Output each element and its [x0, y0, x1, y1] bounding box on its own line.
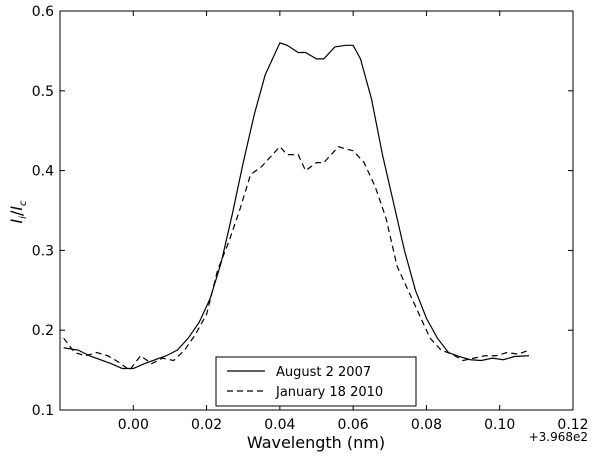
y-label-sub-2: c [18, 200, 29, 206]
y-tick-label: 0.6 [32, 4, 54, 20]
y-tick-label: 0.1 [32, 403, 54, 419]
legend-entry-january-18-2010: January 18 2010 [275, 385, 383, 400]
x-offset-label: +3.968e2 [529, 430, 588, 444]
x-tick-label: 0.04 [264, 417, 295, 433]
x-tick-label: 0.10 [484, 417, 515, 433]
y-tick-label: 0.4 [32, 164, 54, 180]
x-tick-label: 0.02 [191, 417, 222, 433]
series-line-august-2-2007 [63, 42, 530, 370]
series-line-january-18-2010 [63, 145, 530, 371]
y-label-slash: / [7, 210, 26, 216]
y-tick-label: 0.2 [32, 323, 54, 339]
x-tick-label: 0.08 [411, 417, 442, 433]
y-tick-label: 0.5 [32, 84, 54, 100]
series-layer [63, 42, 530, 371]
svg-text:Ii/Ic: Ii/Ic [7, 200, 29, 224]
x-tick-label: 0.00 [118, 417, 149, 433]
y-axis-label: Ii/Ic [7, 200, 29, 224]
y-label-main-1: I [7, 219, 26, 224]
legend-entry-august-2-2007: August 2 2007 [276, 365, 371, 380]
legend: August 2 2007 January 18 2010 [215, 356, 417, 407]
x-axis-label: Wavelength (nm) [247, 433, 385, 452]
plot-frame [59, 10, 574, 411]
y-tick-label: 0.3 [32, 243, 54, 259]
x-tick-label: 0.12 [557, 417, 588, 433]
y-axis: 0.1 0.2 0.3 0.4 0.5 0.6 [32, 4, 573, 419]
x-axis: 0.00 0.02 0.04 0.06 0.08 0.10 0.12 [118, 11, 589, 433]
legend-box [215, 356, 417, 407]
y-label-main-2: I [7, 206, 26, 211]
x-tick-label: 0.06 [338, 417, 369, 433]
y-label-sub-1: i [18, 216, 29, 219]
